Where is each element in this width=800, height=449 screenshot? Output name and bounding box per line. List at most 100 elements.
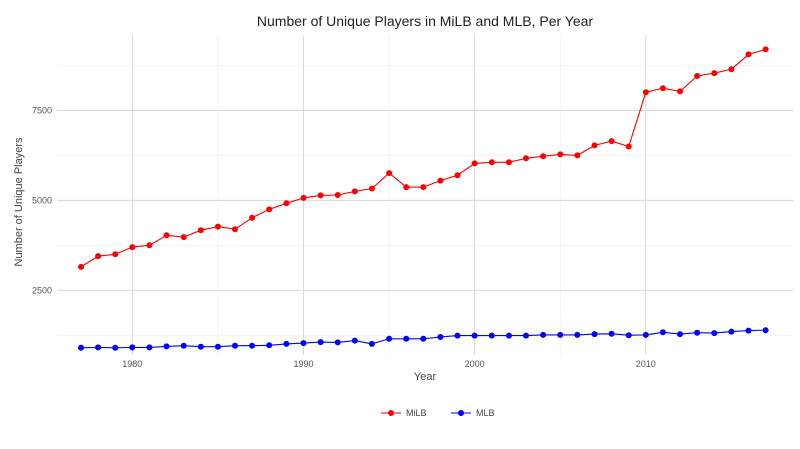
milb-data-point (540, 153, 547, 160)
milb-data-point (386, 170, 393, 177)
milb-data-point (180, 234, 187, 241)
mlb-data-point (694, 329, 701, 336)
mlb-data-point (334, 339, 341, 346)
mlb-data-point (523, 332, 529, 339)
mlb-data-point (540, 331, 547, 338)
milb-data-point (488, 159, 495, 166)
milb-data-point (95, 253, 102, 260)
mlb-data-point (591, 331, 598, 338)
milb-data-point (711, 70, 718, 77)
milb-data-point (677, 88, 683, 95)
series-group (78, 46, 769, 351)
mlb-data-point (163, 343, 170, 350)
x-tick-label: 2010 (636, 359, 656, 369)
milb-data-point (129, 244, 136, 251)
legend-label-milb: MiLB (406, 408, 427, 418)
milb-data-point (471, 160, 478, 167)
mlb-data-point (557, 331, 564, 338)
mlb-data-point (197, 343, 204, 350)
legend-key-point-mlb (458, 410, 464, 416)
milb-data-point (642, 89, 649, 96)
milb-data-point (745, 51, 752, 58)
axis-ticks: 1980 1990 2000 2010 2500 5000 7500 (32, 106, 656, 369)
mlb-data-point (180, 342, 187, 349)
milb-data-point (728, 66, 735, 73)
milb-data-point (351, 188, 358, 195)
mlb-data-point (728, 328, 735, 335)
mlb-data-point (625, 332, 632, 339)
milb-data-point (454, 172, 461, 179)
mlb-data-point (266, 342, 273, 349)
mlb-data-point (283, 340, 290, 347)
mlb-data-point (78, 344, 84, 351)
milb-data-point (694, 73, 701, 79)
x-axis-label: Year (414, 371, 437, 383)
mlb-data-point (677, 331, 683, 338)
mlb-data-point (300, 340, 307, 347)
mlb-data-point (454, 332, 461, 339)
x-tick-label: 1990 (293, 359, 313, 369)
mlb-data-point (420, 335, 427, 342)
milb-data-point (420, 184, 427, 191)
mlb-data-point (762, 327, 769, 334)
milb-data-point (112, 251, 119, 258)
mlb-data-point (368, 340, 375, 347)
milb-data-point (334, 192, 341, 198)
legend-label-mlb: MLB (476, 408, 495, 418)
x-tick-label: 2000 (465, 359, 485, 369)
legend: MiLB MLB (381, 408, 495, 418)
milb-data-point (437, 177, 444, 184)
y-axis-label: Number of Unique Players (13, 137, 25, 267)
milb-data-point (608, 138, 615, 145)
mlb-data-point (351, 337, 358, 344)
milb-data-point (197, 227, 204, 234)
mlb-data-point (437, 334, 444, 340)
mlb-data-point (214, 343, 221, 350)
milb-data-point (163, 232, 170, 239)
mlb-data-point (505, 332, 512, 339)
milb-data-point (283, 200, 290, 207)
milb-data-point (146, 242, 153, 249)
grid (57, 35, 793, 355)
milb-data-point (249, 214, 256, 221)
milb-data-point (574, 152, 581, 159)
mlb-data-point (659, 329, 666, 336)
mlb-data-point (129, 344, 136, 351)
mlb-data-point (711, 330, 718, 337)
milb-data-point (368, 185, 375, 192)
x-tick-label: 1980 (122, 359, 142, 369)
mlb-data-point (386, 335, 393, 342)
milb-data-point (266, 206, 273, 213)
milb-data-point (523, 155, 529, 162)
milb-data-point (232, 226, 238, 233)
mlb-data-point (249, 342, 256, 349)
mlb-data-point (232, 342, 238, 349)
mlb-data-point (146, 344, 153, 351)
mlb-data-point (95, 344, 102, 351)
milb-data-point (78, 263, 84, 270)
y-tick-label: 7500 (32, 106, 52, 116)
y-tick-label: 5000 (32, 195, 52, 205)
y-tick-label: 2500 (32, 285, 52, 295)
mlb-data-point (642, 331, 649, 338)
milb-data-point (659, 85, 666, 92)
mlb-data-point (471, 332, 478, 339)
mlb-data-point (403, 335, 410, 342)
milb-data-point (762, 46, 769, 53)
legend-key-point-milb (388, 410, 394, 416)
milb-data-point (557, 151, 564, 158)
mlb-data-point (608, 330, 615, 337)
milb-data-point (214, 223, 221, 230)
milb-data-point (505, 159, 512, 166)
milb-data-point (591, 142, 598, 149)
milb-data-point (403, 184, 410, 191)
mlb-data-point (574, 331, 581, 338)
mlb-data-point (112, 344, 119, 351)
milb-data-point (300, 194, 307, 201)
mlb-data-point (488, 332, 495, 339)
milb-data-point (625, 143, 632, 150)
mlb-data-point (317, 339, 324, 346)
chart-title: Number of Unique Players in MiLB and MLB… (257, 13, 594, 29)
